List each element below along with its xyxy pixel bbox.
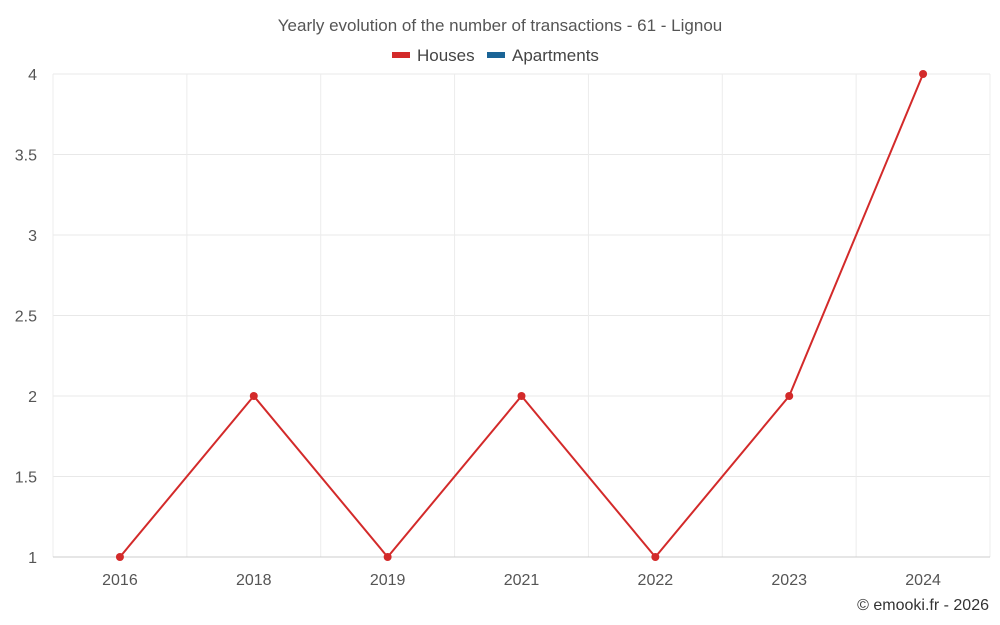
y-tick-label: 1.5 (15, 470, 37, 487)
data-point-houses (517, 392, 526, 400)
y-tick-label: 2.5 (15, 309, 37, 326)
chart-title: Yearly evolution of the number of transa… (278, 16, 722, 35)
legend[interactable]: Houses Apartments (392, 46, 599, 65)
legend-swatch-houses (392, 52, 410, 58)
x-tick-label: 2019 (370, 572, 406, 589)
data-point-houses (249, 392, 258, 400)
y-tick-label: 4 (28, 67, 37, 84)
data-point-houses (383, 553, 392, 561)
data-point-houses (919, 70, 928, 78)
y-tick-label: 3 (28, 228, 37, 245)
x-tick-label: 2021 (504, 572, 540, 589)
legend-item-houses[interactable]: Houses (392, 46, 475, 65)
x-axis-ticks: 2016 2018 2019 2021 2022 2023 2024 (102, 572, 941, 589)
legend-item-apartments[interactable]: Apartments (487, 46, 599, 65)
data-point-houses (115, 553, 124, 561)
series-group (115, 70, 928, 561)
y-tick-label: 2 (28, 389, 37, 406)
x-tick-label: 2022 (638, 572, 674, 589)
legend-label-apartments: Apartments (512, 46, 599, 65)
y-tick-label: 1 (28, 550, 37, 567)
data-point-houses (785, 392, 794, 400)
y-axis-ticks: 1 1.5 2 2.5 3 3.5 4 (15, 67, 37, 567)
x-tick-label: 2016 (102, 572, 138, 589)
y-tick-label: 3.5 (15, 148, 37, 165)
data-point-houses (651, 553, 660, 561)
y-gridlines (53, 73, 990, 477)
credit-text: © emooki.fr - 2026 (857, 597, 989, 614)
legend-label-houses: Houses (417, 46, 475, 65)
x-tick-label: 2018 (236, 572, 272, 589)
legend-swatch-apartments (487, 52, 505, 58)
x-tick-label: 2023 (771, 572, 807, 589)
x-tick-label: 2024 (905, 572, 941, 589)
